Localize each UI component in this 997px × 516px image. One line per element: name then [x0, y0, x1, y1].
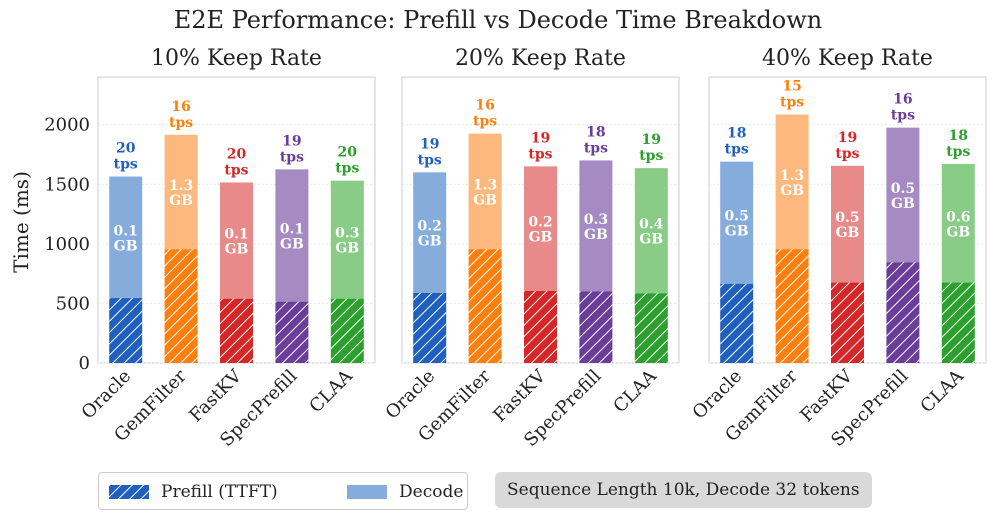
bar-prefill-hatch	[831, 282, 864, 363]
memory-label: 0.5 GB	[835, 210, 859, 241]
memory-label: 1.3 GB	[169, 178, 193, 209]
tps-label: 19 tps	[528, 130, 552, 162]
memory-label: 0.3 GB	[335, 226, 359, 257]
bar-prefill-hatch	[720, 283, 754, 363]
tps-label: 16 tps	[473, 98, 497, 130]
bar-prefill-hatch	[886, 262, 920, 363]
bar-decode	[775, 114, 809, 250]
legend-swatch-prefill	[109, 485, 149, 499]
x-tick-label: CLAA	[609, 365, 661, 417]
legend: Prefill (TTFT) Decode	[98, 472, 468, 510]
bar-prefill-hatch	[164, 249, 198, 363]
x-tick-label: CLAA	[305, 365, 357, 417]
y-tick-label: 0	[79, 353, 90, 374]
figure-title: E2E Performance: Prefill vs Decode Time …	[174, 6, 822, 34]
memory-label: 0.2 GB	[528, 215, 552, 246]
tps-label: 19 tps	[280, 133, 304, 165]
legend-item-prefill: Prefill (TTFT)	[109, 482, 278, 502]
memory-label: 0.3 GB	[584, 212, 608, 243]
y-axis-label: Time (ms)	[9, 171, 33, 273]
tps-label: 20 tps	[335, 145, 359, 177]
bar-decode	[941, 163, 975, 283]
memory-label: 1.3 GB	[780, 168, 804, 199]
bar-decode	[720, 161, 754, 284]
bar-prefill-hatch	[941, 282, 975, 363]
bar-decode	[275, 169, 309, 302]
bar-decode	[220, 182, 253, 299]
bar-decode	[634, 168, 668, 294]
bar-decode	[524, 166, 557, 291]
tps-label: 19 tps	[835, 130, 859, 162]
legend-label-prefill: Prefill (TTFT)	[161, 482, 278, 502]
tps-label: 19 tps	[418, 136, 442, 168]
sequence-note: Sequence Length 10k, Decode 32 tokens	[495, 472, 872, 508]
y-tick-label: 1000	[44, 234, 90, 255]
bar-prefill-hatch	[468, 249, 502, 363]
bar-decode	[579, 160, 613, 292]
panel-title: 20% Keep Rate	[455, 46, 626, 71]
bar-prefill-hatch	[524, 290, 557, 363]
bar-prefill-hatch	[579, 291, 613, 363]
tps-label: 18 tps	[584, 124, 608, 156]
bar-prefill-hatch	[775, 249, 809, 363]
y-tick-label: 1500	[44, 174, 90, 195]
memory-label: 0.1 GB	[224, 227, 248, 258]
bar-decode	[468, 133, 502, 250]
memory-label: 0.1 GB	[114, 223, 138, 254]
memory-label: 0.4 GB	[639, 217, 664, 248]
panel-title: 40% Keep Rate	[762, 46, 933, 71]
bar-decode	[330, 180, 364, 299]
memory-label: 0.5 GB	[725, 209, 749, 240]
legend-swatch-decode	[347, 485, 387, 499]
memory-label: 0.1 GB	[280, 221, 304, 252]
panel-title: 10% Keep Rate	[151, 46, 322, 71]
memory-label: 0.5 GB	[891, 181, 915, 212]
bar-prefill-hatch	[220, 298, 253, 363]
memory-label: 0.2 GB	[418, 219, 442, 250]
bar-decode	[164, 134, 198, 250]
memory-label: 1.3 GB	[473, 177, 497, 208]
tps-label: 16 tps	[169, 99, 193, 131]
tps-label: 15 tps	[780, 79, 804, 111]
bar-prefill-hatch	[109, 298, 143, 363]
bar-prefill-hatch	[413, 292, 447, 363]
bar-decode	[413, 172, 447, 293]
tps-label: 20 tps	[224, 146, 248, 178]
y-tick-label: 500	[56, 293, 90, 314]
bar-prefill-hatch	[634, 293, 668, 363]
tps-label: 16 tps	[891, 92, 915, 124]
bar-prefill-hatch	[275, 301, 309, 363]
tps-label: 20 tps	[114, 141, 138, 173]
legend-item-decode: Decode	[347, 482, 463, 502]
tps-label: 18 tps	[725, 126, 749, 158]
bar-decode	[109, 176, 143, 299]
legend-label-decode: Decode	[399, 482, 464, 502]
y-tick-label: 2000	[44, 115, 90, 136]
bar-decode	[886, 127, 920, 263]
bar-prefill-hatch	[330, 298, 364, 363]
tps-label: 18 tps	[946, 128, 970, 160]
memory-label: 0.6 GB	[946, 209, 970, 240]
x-tick-label: CLAA	[916, 365, 968, 417]
bar-decode	[831, 165, 864, 283]
tps-label: 19 tps	[639, 132, 663, 164]
